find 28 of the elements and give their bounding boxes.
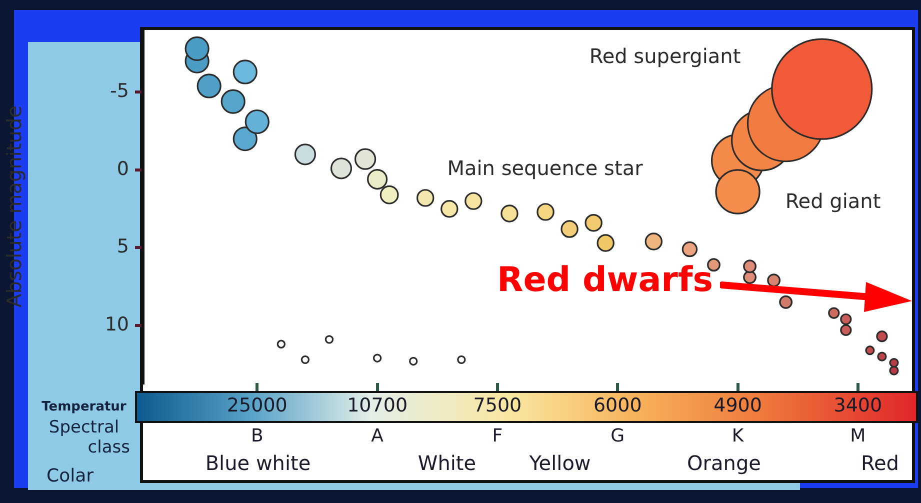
- text: Spectral class: [48, 417, 130, 458]
- text: B: [250, 426, 264, 447]
- text: White: [418, 451, 476, 476]
- x-tick-label: 10700: [347, 394, 408, 416]
- text: F: [492, 426, 503, 447]
- text: Red: [861, 451, 899, 476]
- x-tick-label: 7500: [473, 394, 522, 416]
- text: K: [732, 426, 745, 447]
- x-tick-label: 4900: [714, 394, 762, 416]
- annotation: Main sequence star: [447, 156, 644, 180]
- y-tick-label: -5: [110, 80, 129, 102]
- annotation: Red supergiant: [589, 44, 741, 68]
- x-tick-label: 25000: [226, 394, 288, 416]
- text: Orange: [687, 451, 761, 476]
- text: Colar: [46, 466, 94, 487]
- y-tick-label: 5: [116, 236, 129, 258]
- text: M: [850, 426, 866, 447]
- text: Yellow: [528, 451, 591, 476]
- text: G: [610, 426, 625, 447]
- x-tick-label: 3400: [834, 394, 882, 416]
- annotation: Red dwarfs: [497, 260, 713, 300]
- x-tick-label: 6000: [593, 394, 642, 416]
- text: A: [371, 426, 384, 447]
- y-tick-label: 0: [116, 158, 129, 180]
- annotation: Red giant: [785, 189, 881, 214]
- y-tick-label: 10: [104, 313, 129, 336]
- x-axis-title: Temperatur: [42, 399, 127, 414]
- text: Blue white: [205, 451, 311, 476]
